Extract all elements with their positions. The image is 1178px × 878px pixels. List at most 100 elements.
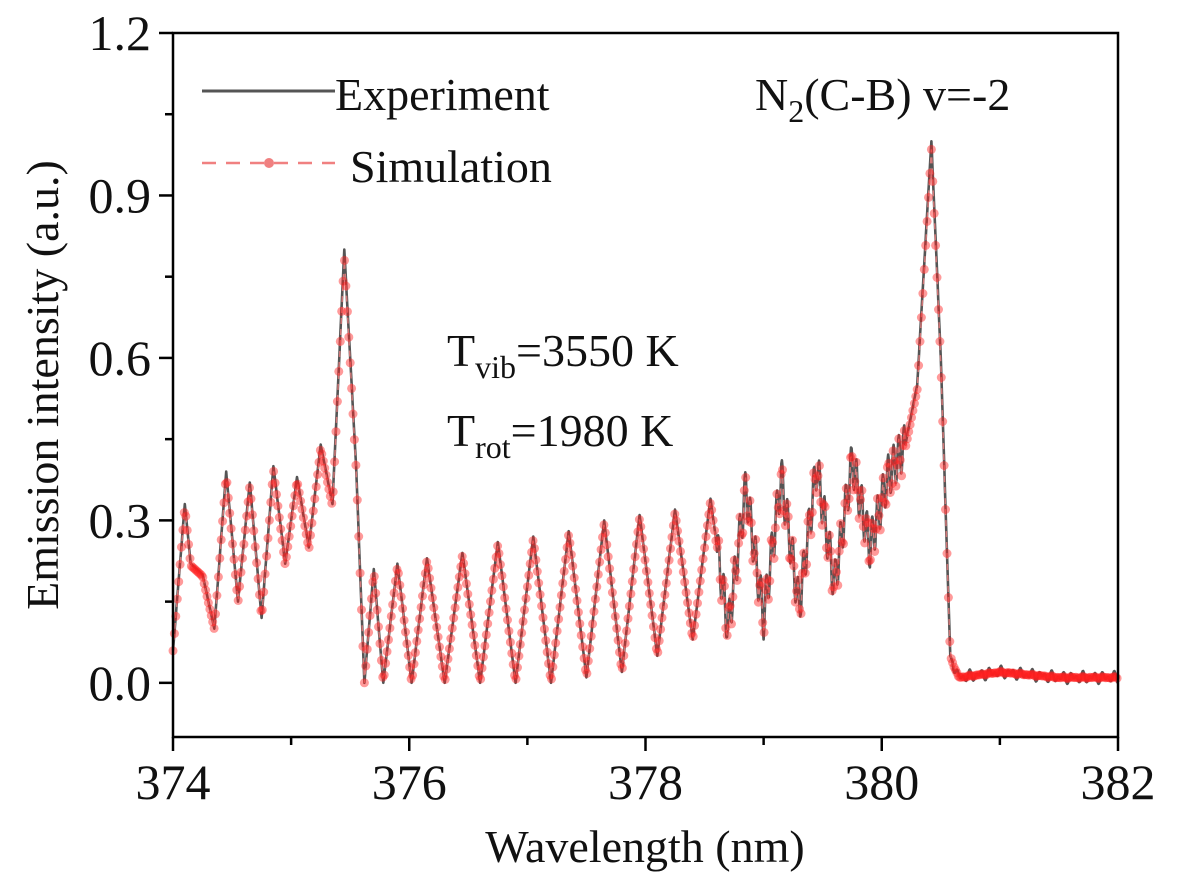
- simulation-point: [636, 522, 646, 532]
- simulation-point: [768, 538, 778, 548]
- simulation-point: [453, 582, 463, 592]
- simulation-point: [432, 622, 442, 632]
- simulation-point: [945, 637, 955, 646]
- simulation-point: [520, 605, 529, 615]
- simulation-point: [718, 575, 728, 585]
- simulation-point: [646, 599, 656, 609]
- simulation-point: [406, 674, 416, 684]
- simulation-point: [284, 532, 294, 541]
- simulation-point: [371, 588, 381, 598]
- simulation-point: [1007, 668, 1017, 678]
- simulation-point: [177, 542, 186, 552]
- simulation-point: [481, 630, 491, 640]
- simulation-point: [776, 469, 786, 479]
- simulation-point: [321, 470, 331, 480]
- simulation-point: [1016, 668, 1026, 678]
- simulation-point: [378, 672, 388, 682]
- simulation-point: [361, 661, 371, 671]
- simulation-point: [871, 524, 881, 534]
- simulation-point: [189, 564, 199, 574]
- simulation-point: [678, 567, 688, 577]
- simulation-point: [562, 542, 572, 552]
- simulation-point: [436, 652, 446, 662]
- simulation-point: [805, 510, 814, 520]
- simulation-point: [420, 568, 430, 578]
- simulation-point: [259, 587, 269, 597]
- simulation-point: [735, 512, 745, 522]
- simulation-point: [517, 628, 527, 638]
- simulation-point: [775, 509, 785, 519]
- simulation-point: [1013, 669, 1023, 679]
- simulation-point: [907, 413, 916, 423]
- simulation-point: [632, 539, 641, 549]
- simulation-point: [916, 313, 926, 322]
- simulation-point: [986, 668, 996, 678]
- simulation-point: [657, 613, 667, 623]
- simulation-point: [939, 461, 949, 470]
- simulation-point: [1061, 673, 1071, 683]
- simulation-point: [186, 561, 196, 571]
- simulation-point: [1033, 671, 1043, 681]
- simulation-point: [524, 570, 534, 580]
- simulation-point: [659, 601, 668, 611]
- simulation-point: [291, 480, 301, 490]
- simulation-point: [807, 507, 817, 517]
- simulation-point: [857, 486, 867, 495]
- simulation-point: [596, 545, 606, 555]
- simulation-point: [799, 548, 809, 558]
- simulation-point: [1028, 670, 1038, 680]
- simulation-point: [1078, 671, 1088, 681]
- simulation-point: [977, 669, 987, 679]
- simulation-point: [286, 521, 296, 531]
- simulation-point: [929, 208, 939, 218]
- simulation-point: [759, 627, 769, 637]
- simulation-point: [616, 659, 626, 669]
- simulation-point: [792, 586, 802, 596]
- simulation-point: [739, 486, 749, 495]
- simulation-point: [388, 600, 398, 610]
- simulation-point: [674, 536, 684, 546]
- simulation-point: [973, 670, 983, 680]
- simulation-point: [622, 626, 632, 636]
- simulation-point: [1037, 671, 1047, 681]
- simulation-point: [1105, 673, 1115, 683]
- simulation-point: [1101, 673, 1111, 683]
- simulation-point: [676, 546, 685, 556]
- annotation-trot: Trot=1980 K: [447, 405, 673, 465]
- simulation-point: [249, 526, 259, 536]
- simulation-point: [820, 502, 830, 512]
- simulation-point: [856, 495, 865, 505]
- simulation-point: [583, 656, 593, 666]
- annotation-trot-rest: =1980 K: [511, 405, 674, 456]
- simulation-point: [1075, 673, 1085, 683]
- simulation-point: [456, 562, 466, 572]
- simulation-point: [778, 465, 787, 475]
- simulation-point: [783, 512, 793, 522]
- simulation-point: [556, 590, 566, 600]
- simulation-point: [691, 609, 701, 619]
- simulation-point: [698, 554, 708, 564]
- simulation-point: [423, 563, 433, 573]
- simulation-point: [980, 670, 990, 680]
- simulation-point: [1030, 671, 1040, 681]
- simulation-point: [644, 588, 654, 598]
- simulation-point: [1040, 671, 1050, 681]
- simulation-point: [899, 426, 909, 436]
- y-tick-label: 0.9: [89, 167, 152, 223]
- simulation-point: [688, 632, 698, 641]
- simulation-point: [873, 494, 882, 504]
- simulation-point: [181, 511, 191, 521]
- simulation-point: [667, 532, 677, 542]
- simulation-point: [215, 553, 225, 563]
- simulation-point: [247, 510, 257, 520]
- simulation-point: [1053, 672, 1062, 682]
- simulation-point: [233, 596, 243, 605]
- simulation-point: [219, 498, 229, 508]
- simulation-point: [545, 670, 555, 680]
- simulation-point: [640, 555, 650, 565]
- simulation-point: [402, 639, 412, 649]
- simulation-point: [833, 580, 843, 590]
- simulation-point: [755, 580, 765, 590]
- simulation-point: [851, 457, 861, 467]
